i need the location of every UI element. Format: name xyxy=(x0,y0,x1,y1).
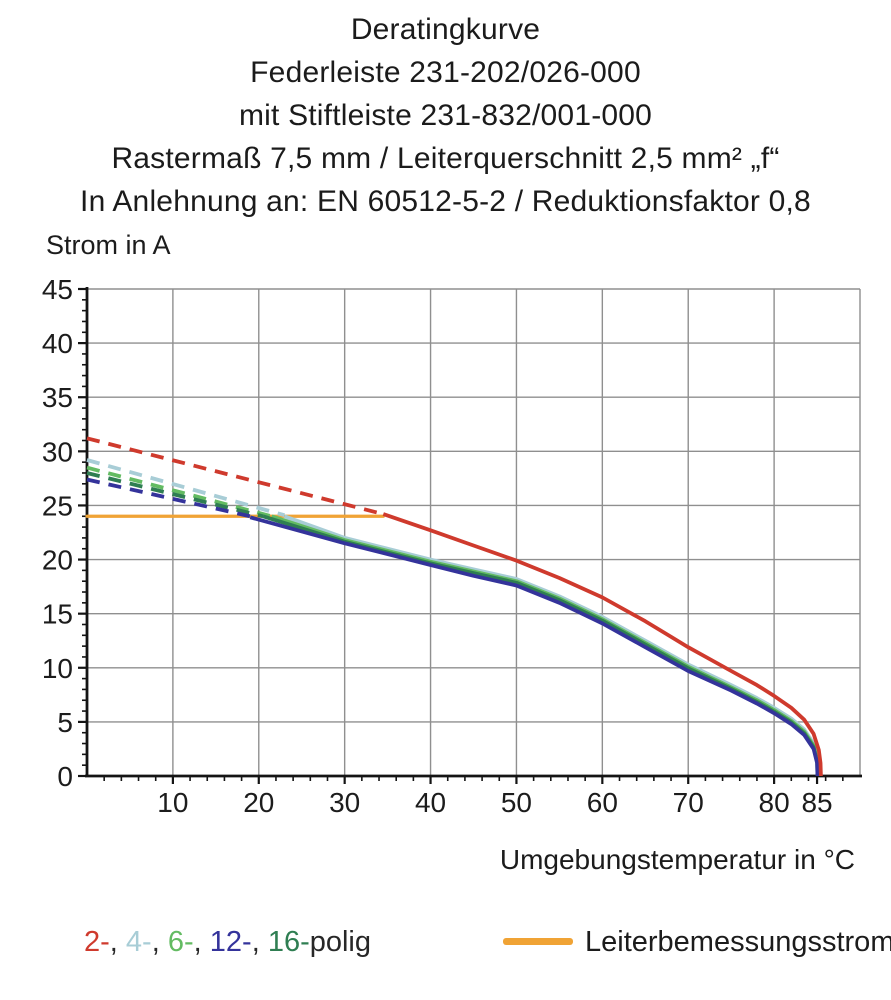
y-tick-label: 10 xyxy=(42,653,73,684)
y-tick-label: 40 xyxy=(42,328,73,359)
curve-12-polig-solid xyxy=(249,515,820,777)
legend-pole-12: 12- xyxy=(209,926,252,958)
curve-4-polig-solid xyxy=(283,514,821,777)
curve-12-polig-dashed xyxy=(86,477,251,519)
rated-current-label: Leiterbemessungsstrom xyxy=(585,926,891,958)
x-tick-label: 60 xyxy=(587,787,618,818)
y-tick-label: 5 xyxy=(57,707,73,738)
title-line-2: Federleiste 231-202/026-000 xyxy=(250,56,641,89)
legend-rated: Leiterbemessungsstrom xyxy=(503,926,891,959)
y-tick-label: 45 xyxy=(42,274,73,305)
title-line-1: Deratingkurve xyxy=(350,13,541,46)
x-tick-label: 85 xyxy=(801,787,832,818)
legend-separator: , xyxy=(151,926,168,958)
curve-6-polig-solid xyxy=(271,514,820,777)
x-tick-label: 50 xyxy=(501,787,532,818)
curve-16-polig-dashed xyxy=(86,471,264,519)
x-tick-label: 70 xyxy=(673,787,704,818)
y-axis-title: Strom in A xyxy=(46,230,171,260)
y-tick-label: 35 xyxy=(42,382,73,413)
legend-separator: , xyxy=(193,926,210,958)
legend-separator: , xyxy=(109,926,126,958)
x-tick-label: 80 xyxy=(759,787,790,818)
x-tick-label: 30 xyxy=(329,787,360,818)
y-tick-label: 0 xyxy=(57,761,73,792)
x-tick-label: 10 xyxy=(157,787,188,818)
legend-pole-6: 6- xyxy=(167,926,194,958)
chart-title: Deratingkurve Federleiste 231-202/026-00… xyxy=(0,8,891,223)
curve-2-polig-solid xyxy=(382,512,823,777)
title-line-5: In Anlehnung an: EN 60512-5-2 / Reduktio… xyxy=(80,185,811,218)
legend-pole-16: 16- xyxy=(267,926,310,958)
y-tick-label: 20 xyxy=(42,545,73,576)
curve-6-polig-dashed xyxy=(86,465,273,519)
legend-separator: , xyxy=(251,926,268,958)
legend-poles: 2-, 4-, 6-, 12-, 16-polig xyxy=(84,926,371,959)
legend-suffix: polig xyxy=(309,926,372,958)
y-tick-label: 25 xyxy=(42,490,73,521)
x-axis-title: Umgebungstemperatur in °C xyxy=(499,844,855,875)
curve-4-polig-dashed xyxy=(86,458,286,518)
y-tick-label: 30 xyxy=(42,436,73,467)
curve-2-polig-dashed xyxy=(86,436,384,516)
y-tick-label: 15 xyxy=(42,599,73,630)
rated-current-swatch xyxy=(503,937,573,945)
x-tick-label: 40 xyxy=(415,787,446,818)
curve-16-polig-solid xyxy=(262,514,820,777)
legend-pole-2: 2- xyxy=(84,926,110,958)
title-line-4: Rastermaß 7,5 mm / Leiterquerschnitt 2,5… xyxy=(111,142,780,175)
title-line-3: mit Stiftleiste 231-832/001-000 xyxy=(238,99,653,132)
x-tick-label: 20 xyxy=(243,787,274,818)
legend-pole-4: 4- xyxy=(125,926,152,958)
